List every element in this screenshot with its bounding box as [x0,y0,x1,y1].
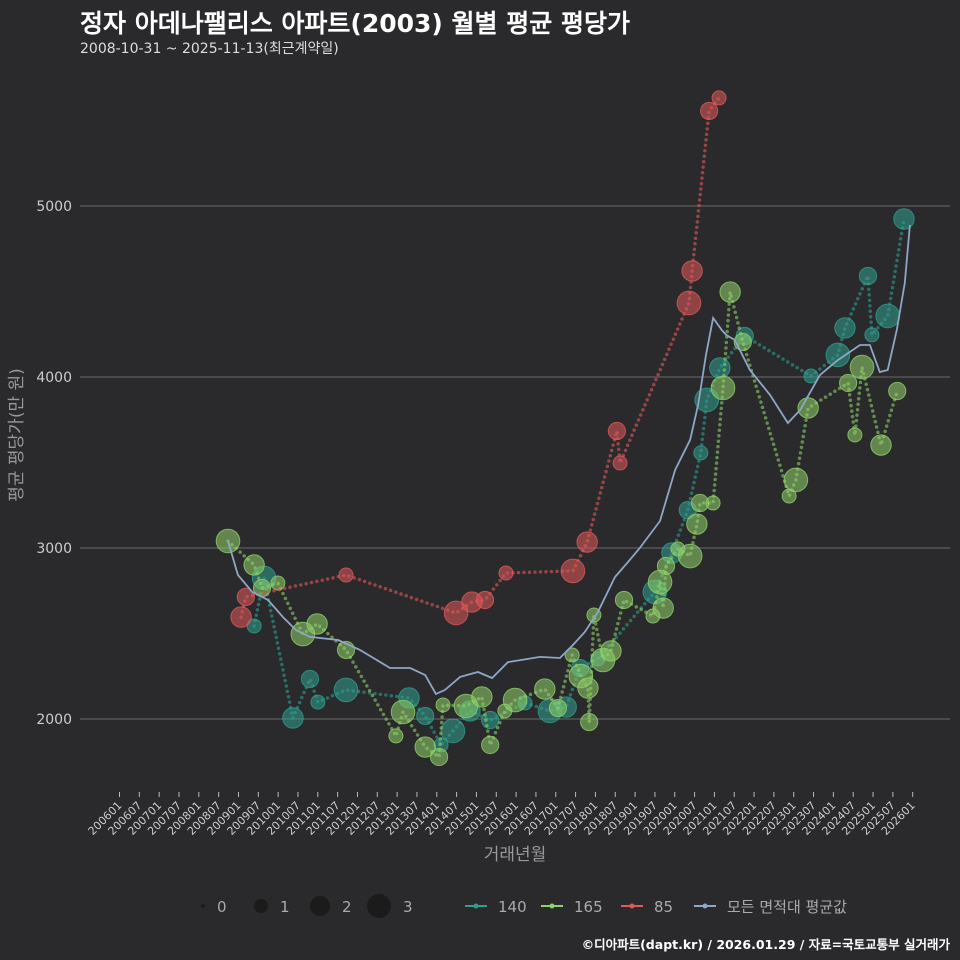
legend-key-dot [629,903,635,909]
data-point-165 [652,597,674,619]
data-point-165 [534,678,556,700]
legend-label: 모든 면적대 평균값 [727,898,847,916]
y-tick-label: 5000 [36,199,72,215]
data-point-165 [839,373,858,393]
data-point-165 [548,698,567,718]
data-point-165 [580,712,599,732]
data-point-140 [333,677,359,703]
data-point-165 [705,495,721,511]
data-point-140 [875,303,901,329]
data-point-85 [475,590,495,610]
legend-key-dot [473,903,479,909]
data-point-165 [388,728,404,744]
data-point-85 [700,101,719,121]
y-axis-label: 평균 평당가(만 원) [7,368,27,502]
data-point-165 [719,281,741,303]
data-point-165 [243,554,265,576]
size-legend-key [254,899,268,913]
data-point-165 [686,513,708,535]
data-point-165 [577,677,599,699]
data-point-165 [656,556,676,576]
series-connector-165 [226,291,899,761]
data-point-165 [429,747,449,767]
data-point-140 [440,718,466,744]
data-point-165 [614,590,634,610]
size-legend-key [367,894,391,918]
data-point-140 [834,317,856,339]
data-point-140 [864,327,880,343]
data-point-85 [230,606,252,628]
y-tick-label: 3000 [36,541,72,557]
data-point-85 [560,558,586,584]
data-point-165 [215,528,241,554]
data-point-140 [300,669,320,689]
y-tick-label: 4000 [36,370,72,386]
data-point-165 [888,381,907,401]
legend-label: 85 [654,898,673,916]
series-line-average [227,224,911,696]
data-point-165 [481,735,500,755]
size-legend-key [310,896,330,916]
data-point-165 [502,687,528,713]
size-legend-label: 3 [403,898,413,916]
legend-label: 140 [498,898,527,916]
data-point-165 [847,427,863,443]
data-point-85 [443,600,469,626]
data-point-165 [270,575,286,591]
data-point-85 [236,587,255,607]
data-point-165 [870,434,892,456]
legend-label: 165 [574,898,603,916]
data-point-165 [797,397,819,419]
legend-key-dot [549,903,555,909]
data-point-85 [711,90,727,106]
data-point-165 [471,686,493,708]
data-point-140 [858,266,878,286]
size-legend-label: 0 [217,898,227,916]
data-point-140 [893,208,915,230]
size-legend-key [201,904,205,908]
data-point-85 [498,565,514,581]
data-point-85 [676,290,702,316]
data-point-140 [282,707,304,729]
data-point-140 [310,694,326,710]
data-point-140 [416,706,435,726]
size-legend-label: 1 [280,898,290,916]
data-point-140 [825,342,851,368]
data-point-165 [710,375,736,401]
chart-title: 정자 아데나팰리스 아파트(2003) 월별 평균 평당가 [80,9,630,38]
y-tick-label: 2000 [36,712,72,728]
data-point-140 [246,618,262,634]
data-point-85 [681,260,703,282]
credit-text: ©디아파트(dapt.kr) / 2026.01.29 / 자료=국토교통부 실… [581,937,950,952]
data-point-140 [693,445,709,461]
data-point-140 [803,368,819,384]
legend-key-dot [702,903,708,909]
size-legend-label: 2 [342,898,352,916]
chart-subtitle: 2008-10-31 ~ 2025-11-13(최근계약일) [80,41,339,57]
data-point-85 [338,567,354,583]
data-point-165 [600,640,622,662]
data-point-165 [435,697,451,713]
x-axis-label: 거래년월 [484,845,547,865]
data-point-165 [564,647,580,663]
data-point-165 [783,467,809,493]
data-point-165 [390,699,416,725]
data-point-165 [414,736,436,758]
data-point-165 [849,354,875,380]
data-point-85 [612,455,628,471]
data-point-85 [607,421,626,441]
data-point-165 [677,543,703,569]
data-point-85 [576,531,598,553]
data-point-165 [306,613,328,635]
data-point-140 [709,357,731,379]
